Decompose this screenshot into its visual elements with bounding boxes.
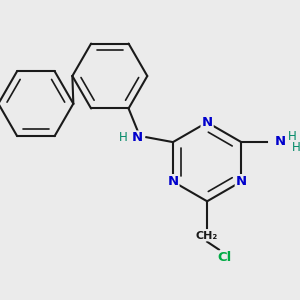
Text: N: N — [236, 175, 247, 188]
Text: N: N — [167, 175, 178, 188]
Text: H: H — [119, 131, 128, 144]
Text: H: H — [292, 140, 300, 154]
Text: N: N — [275, 135, 286, 148]
Text: N: N — [202, 116, 213, 129]
Text: CH₂: CH₂ — [196, 231, 218, 241]
Text: H: H — [288, 130, 297, 143]
Text: N: N — [132, 131, 143, 144]
Text: Cl: Cl — [218, 251, 232, 264]
